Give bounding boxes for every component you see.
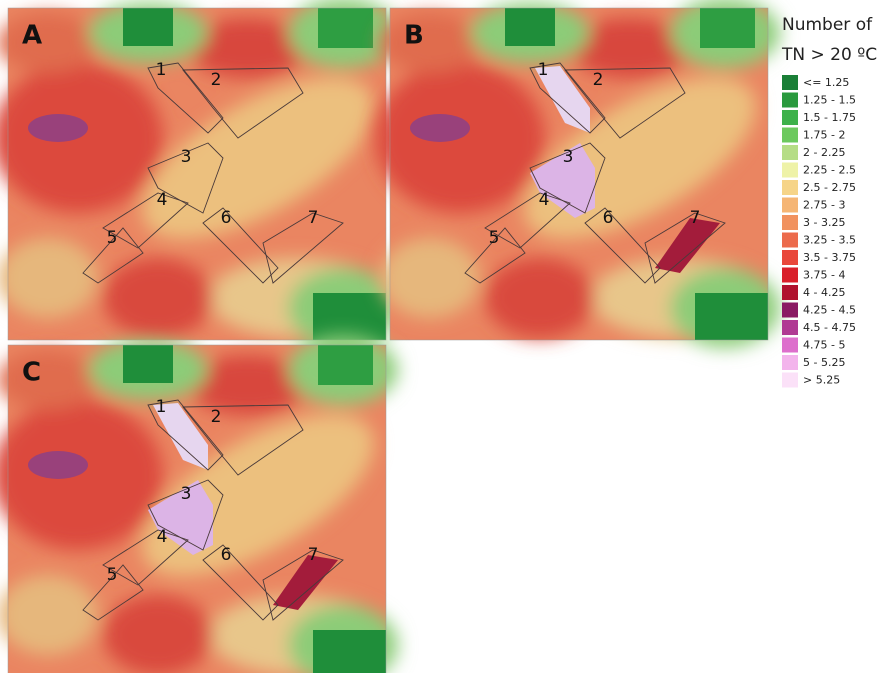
- legend-label: 2.5 - 2.75: [803, 181, 856, 194]
- legend-label: 2.25 - 2.5: [803, 164, 856, 177]
- legend-swatch: [782, 250, 798, 265]
- zone-label: 6: [221, 545, 232, 565]
- legend-swatch: [782, 303, 798, 318]
- zone-label: 7: [308, 545, 319, 565]
- zone-label: 5: [107, 228, 118, 248]
- cool-area: [695, 293, 768, 340]
- cool-area: [318, 8, 373, 48]
- legend-label: 4.75 - 5: [803, 339, 845, 352]
- legend-label: 1.25 - 1.5: [803, 94, 856, 107]
- cool-area: [313, 630, 386, 673]
- map-panel: A 1 2 3 4 5 6 7: [0, 0, 398, 348]
- legend-label: 2.75 - 3: [803, 199, 845, 212]
- legend-swatch: [782, 268, 798, 283]
- zone-label: 1: [156, 397, 167, 417]
- legend-swatch: [782, 355, 798, 370]
- legend-label: 2 - 2.25: [803, 146, 845, 159]
- zone-label: 3: [181, 147, 192, 167]
- cool-area: [313, 293, 386, 340]
- zone-label: 4: [157, 527, 168, 547]
- zone-label: 2: [211, 407, 222, 427]
- legend-label: 3.75 - 4: [803, 269, 845, 282]
- heat-area: [0, 400, 163, 550]
- heat-area: [0, 238, 98, 318]
- legend-swatch: [782, 163, 798, 178]
- legend: Number of TN > 20 ºC <= 1.25 1.25 - 1.5 1.5 …: [781, 15, 877, 388]
- legend-swatch: [782, 93, 798, 108]
- cool-area: [318, 345, 373, 385]
- legend-swatch: [782, 215, 798, 230]
- zone-label: 3: [181, 484, 192, 504]
- zone-label: 7: [308, 208, 319, 228]
- figure: A 1 2 3 4 5 6 7 B 1 2 3 4 5 6 7 C 1 2 3 4 5 6 7 Number of TN > 20…: [0, 0, 878, 673]
- heat-area: [0, 575, 98, 655]
- cool-area: [123, 345, 173, 383]
- hot-area: [410, 114, 470, 142]
- heat-area: [103, 595, 213, 673]
- legend-swatch: [782, 338, 798, 353]
- panel-label: B: [404, 21, 424, 51]
- zone-label: 4: [539, 190, 550, 210]
- zone-label: 3: [563, 147, 574, 167]
- legend-swatch: [782, 180, 798, 195]
- heat-area: [485, 258, 595, 338]
- legend-label: 3.25 - 3.5: [803, 234, 856, 247]
- legend-label: 4.5 - 4.75: [803, 321, 856, 334]
- zone-label: 1: [538, 60, 549, 80]
- panel-label: A: [22, 21, 42, 51]
- legend-swatch: [782, 285, 798, 300]
- zone-label: 7: [690, 208, 701, 228]
- legend-label: 3.5 - 3.75: [803, 251, 856, 264]
- cool-area: [700, 8, 755, 48]
- zone-label: 5: [107, 565, 118, 585]
- cool-area: [505, 8, 555, 46]
- heat-area: [0, 13, 98, 73]
- legend-swatch: [782, 373, 798, 388]
- zone-label: 6: [221, 208, 232, 228]
- legend-swatch: [782, 128, 798, 143]
- zone-label: 5: [489, 228, 500, 248]
- legend-swatch: [782, 75, 798, 90]
- legend-swatch: [782, 110, 798, 125]
- legend-title: Number of: [782, 15, 873, 35]
- legend-label: 1.5 - 1.75: [803, 111, 856, 124]
- map-panel: C 1 2 3 4 5 6 7: [0, 335, 398, 673]
- legend-label: 5 - 5.25: [803, 356, 845, 369]
- zone-label: 2: [593, 70, 604, 90]
- cool-area: [123, 8, 173, 46]
- heat-area: [380, 13, 480, 73]
- zone-label: 6: [603, 208, 614, 228]
- heat-area: [0, 350, 98, 410]
- hot-area: [28, 114, 88, 142]
- legend-swatch: [782, 320, 798, 335]
- legend-label: > 5.25: [803, 374, 840, 387]
- heat-area: [103, 258, 213, 338]
- zone-label: 4: [157, 190, 168, 210]
- legend-label: <= 1.25: [803, 76, 849, 89]
- legend-swatch: [782, 233, 798, 248]
- legend-label: 1.75 - 2: [803, 129, 845, 142]
- zone-label: 2: [211, 70, 222, 90]
- panel-label: C: [22, 358, 41, 388]
- legend-label: 3 - 3.25: [803, 216, 845, 229]
- heat-area: [0, 63, 163, 213]
- legend-swatch: [782, 198, 798, 213]
- legend-swatch: [782, 145, 798, 160]
- map-panel: B 1 2 3 4 5 6 7: [375, 0, 780, 348]
- legend-label: 4 - 4.25: [803, 286, 845, 299]
- zone-label: 1: [156, 60, 167, 80]
- hot-area: [28, 451, 88, 479]
- heat-area: [380, 238, 480, 318]
- legend-title: TN > 20 ºC: [781, 45, 877, 65]
- legend-label: 4.25 - 4.5: [803, 304, 856, 317]
